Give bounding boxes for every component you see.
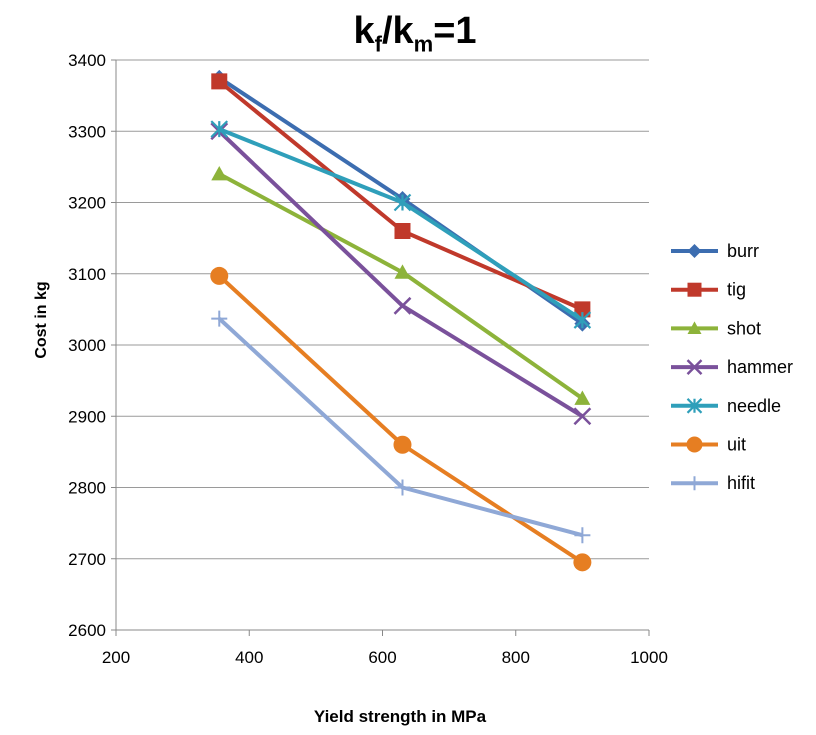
legend-label-hifit: hifit	[727, 473, 755, 493]
legend-label-needle: needle	[727, 396, 781, 416]
data-point-hifit	[211, 310, 228, 327]
legend-marker-burr	[687, 244, 702, 258]
data-point-shot	[211, 166, 228, 181]
legend-label-hammer: hammer	[727, 357, 793, 377]
y-tick-label: 3000	[68, 336, 106, 355]
legend-marker-hifit	[687, 476, 702, 491]
y-tick-label: 2800	[68, 479, 106, 498]
legend-label-shot: shot	[727, 318, 761, 338]
data-point-hammer	[393, 296, 412, 315]
data-point-needle	[210, 120, 229, 138]
y-tick-label: 2700	[68, 550, 106, 569]
series-line-hifit	[217, 317, 583, 538]
legend-marker-shot	[687, 321, 702, 334]
y-tick-label: 2900	[68, 407, 106, 426]
data-point-tig	[394, 223, 411, 239]
data-point-tig	[574, 301, 591, 318]
x-axis-label: Yield strength in MPa	[313, 707, 487, 726]
data-point-hifit	[574, 527, 591, 544]
data-point-hifit	[394, 479, 411, 496]
legend-marker-hammer	[686, 359, 703, 375]
y-tick-label: 3100	[68, 265, 106, 284]
data-point-needle	[573, 311, 592, 329]
x-tick-label: 400	[235, 648, 263, 667]
y-tick-label: 2600	[68, 621, 106, 640]
legend-marker-uit	[686, 436, 703, 453]
legend-marker-tig	[687, 282, 702, 297]
data-point-shot	[394, 264, 411, 279]
x-tick-label: 1000	[630, 648, 668, 667]
y-tick-label: 3400	[68, 51, 106, 70]
y-tick-label: 3300	[68, 122, 106, 141]
legend-label-tig: tig	[727, 280, 746, 300]
legend-label-uit: uit	[727, 435, 746, 455]
data-point-needle	[393, 193, 412, 212]
y-tick-label: 3200	[68, 194, 106, 213]
data-point-uit	[393, 435, 412, 454]
legend-marker-needle	[686, 398, 703, 414]
x-tick-label: 200	[102, 648, 130, 667]
data-point-shot	[574, 390, 591, 405]
data-point-uit	[210, 266, 229, 285]
legend-label-burr: burr	[727, 241, 759, 261]
data-point-uit	[573, 553, 592, 572]
chart-title: kf/km=1	[353, 10, 477, 57]
x-tick-label: 800	[502, 648, 530, 667]
x-tick-label: 600	[368, 648, 396, 667]
data-point-hammer	[573, 407, 592, 426]
data-point-tig	[211, 73, 228, 90]
